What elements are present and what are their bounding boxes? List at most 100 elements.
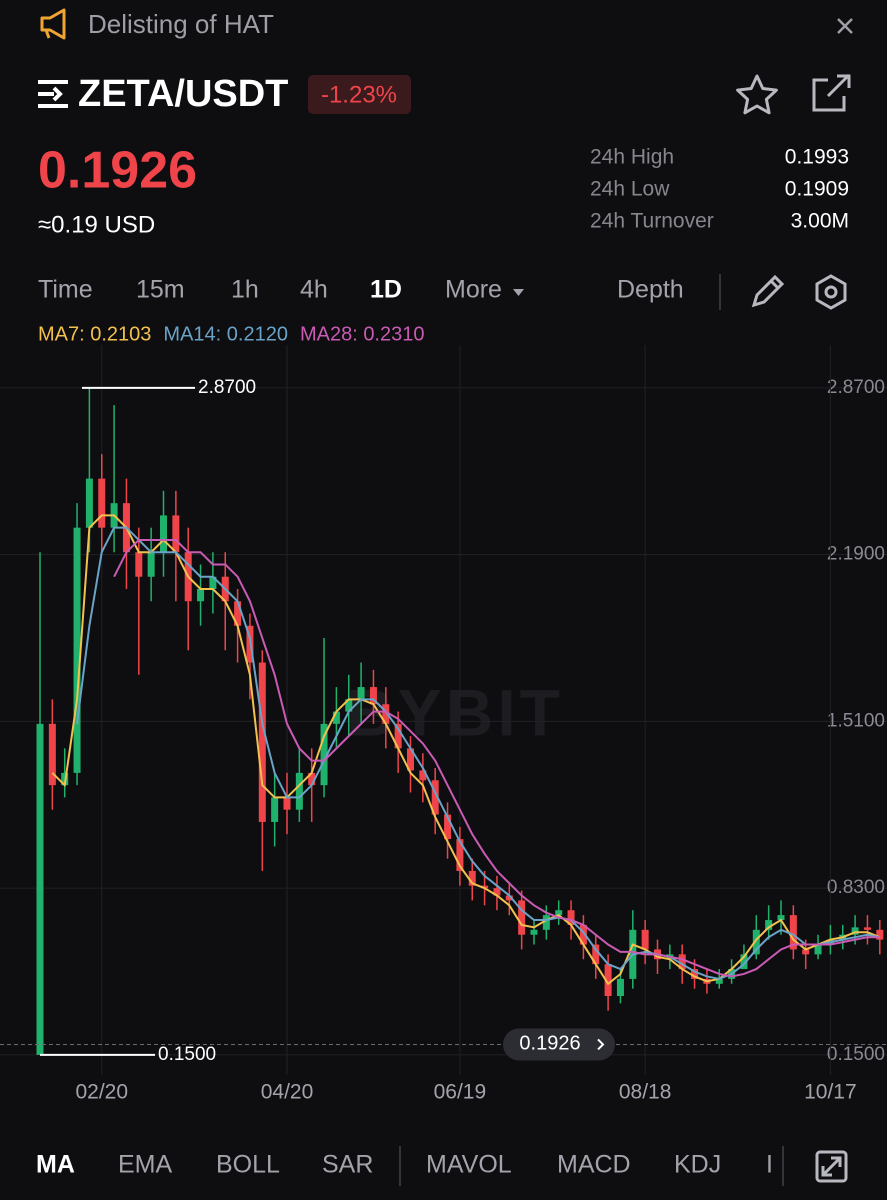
candle-body xyxy=(715,978,723,984)
price-change: -1.23% xyxy=(321,81,397,108)
indicator-tab[interactable]: BOLL xyxy=(216,1151,280,1179)
candle-body xyxy=(234,601,242,626)
share-icon[interactable] xyxy=(812,73,851,112)
max-marker-label: 2.8700 xyxy=(198,377,256,398)
candle-body xyxy=(678,954,686,970)
ma-line xyxy=(113,538,880,978)
depth-tab[interactable]: Depth xyxy=(617,276,684,304)
x-tick-label: 04/20 xyxy=(261,1081,314,1104)
candle-body xyxy=(271,797,279,822)
candle-body xyxy=(468,870,476,886)
interval-tab[interactable]: 4h xyxy=(300,276,328,304)
candle-body xyxy=(530,929,538,935)
x-tick-label: 06/19 xyxy=(434,1081,487,1104)
candle-body xyxy=(369,687,377,705)
y-tick-label: 0.8300 xyxy=(827,877,885,898)
candle-body xyxy=(419,770,427,781)
indicator-tab[interactable]: I xyxy=(766,1151,773,1179)
megaphone-icon xyxy=(40,8,66,40)
candle-body xyxy=(505,895,513,901)
interval-tab-active[interactable]: 1D xyxy=(370,276,402,304)
stat-label: 24h Low xyxy=(590,178,670,201)
candle-body xyxy=(320,723,328,786)
x-tick-label: 02/20 xyxy=(75,1081,128,1104)
stat-value: 3.00M xyxy=(791,210,849,233)
expand-icon[interactable] xyxy=(815,1150,848,1183)
pair-name[interactable]: ZETA/USDT xyxy=(78,73,288,115)
indicator-tab[interactable]: KDJ xyxy=(674,1151,721,1179)
interval-tab[interactable]: 15m xyxy=(136,276,185,304)
candle-body xyxy=(863,927,871,930)
candle-body xyxy=(777,915,785,921)
candle-body xyxy=(876,929,884,940)
indicator-tab[interactable]: EMA xyxy=(118,1151,173,1179)
candle-body xyxy=(592,944,600,965)
candle-body xyxy=(579,924,587,945)
candle-body xyxy=(295,772,303,810)
usd-price: ≈0.19 USD xyxy=(38,211,155,238)
candle-body xyxy=(209,576,217,589)
candle-body xyxy=(444,814,452,840)
ma-line xyxy=(51,514,881,986)
dropdown-arrow xyxy=(513,289,524,296)
candle-body xyxy=(197,588,205,602)
stat-label: 24h High xyxy=(590,146,674,169)
candle-body xyxy=(789,915,797,950)
candle-body xyxy=(555,910,563,916)
candle-body xyxy=(172,515,180,553)
close-icon[interactable] xyxy=(837,18,853,34)
candle-body xyxy=(283,797,291,810)
candle-body xyxy=(542,915,550,930)
indicator-tab[interactable]: MAVOL xyxy=(426,1151,512,1179)
interval-tab[interactable]: 1h xyxy=(231,276,259,304)
min-marker-label: 0.1500 xyxy=(158,1044,216,1065)
menu-icon[interactable] xyxy=(38,80,68,108)
candle-body xyxy=(36,723,44,1055)
chart: BYBIT2.87002.19001.51000.83000.150002/20… xyxy=(0,345,887,1104)
indicator-tab[interactable]: MACD xyxy=(557,1151,631,1179)
candle-body xyxy=(616,978,624,997)
last-price-label: 0.1926 xyxy=(519,1033,580,1055)
candle-body xyxy=(258,662,266,822)
candle-body xyxy=(752,929,760,955)
x-tick-label: 10/17 xyxy=(804,1081,857,1104)
candle-body xyxy=(518,900,526,935)
candle-body xyxy=(160,515,167,553)
settings-icon[interactable] xyxy=(815,274,847,310)
candle-body xyxy=(345,699,353,712)
stat-value: 0.1993 xyxy=(785,146,849,169)
candle-body xyxy=(493,888,501,896)
draw-icon[interactable] xyxy=(751,274,785,308)
candle-body xyxy=(98,478,106,528)
indicator-tab[interactable]: SAR xyxy=(322,1151,373,1179)
candle-body xyxy=(85,478,93,528)
interval-tab[interactable]: Time xyxy=(38,276,93,304)
candle-body xyxy=(357,687,365,700)
candle-body xyxy=(308,772,316,786)
change-badge xyxy=(308,75,411,114)
candle-body xyxy=(481,885,489,889)
legend-entry: MA28: 0.2310 xyxy=(300,323,425,345)
y-tick-label: 2.8700 xyxy=(827,377,885,398)
candle-body xyxy=(740,954,748,970)
candle-body xyxy=(332,711,340,724)
indicator-tab-active[interactable]: MA xyxy=(36,1151,75,1179)
candle-body xyxy=(135,552,143,577)
candle-body xyxy=(604,964,612,997)
legend-entry: MA7: 0.2103 xyxy=(38,323,151,345)
candle-body xyxy=(814,944,822,955)
candle-body xyxy=(567,910,575,925)
favorite-icon[interactable] xyxy=(736,74,778,115)
x-tick-label: 08/18 xyxy=(619,1081,672,1104)
banner-text[interactable]: Delisting of HAT xyxy=(88,9,274,39)
candle-body xyxy=(382,704,390,724)
last-price-tag xyxy=(503,1028,615,1061)
candle-body xyxy=(394,723,402,749)
y-tick-label: 0.1500 xyxy=(827,1044,885,1065)
candle-body xyxy=(641,929,649,950)
candle-body xyxy=(73,527,81,773)
interval-tab[interactable]: More xyxy=(445,276,502,304)
candle-body xyxy=(691,969,699,979)
